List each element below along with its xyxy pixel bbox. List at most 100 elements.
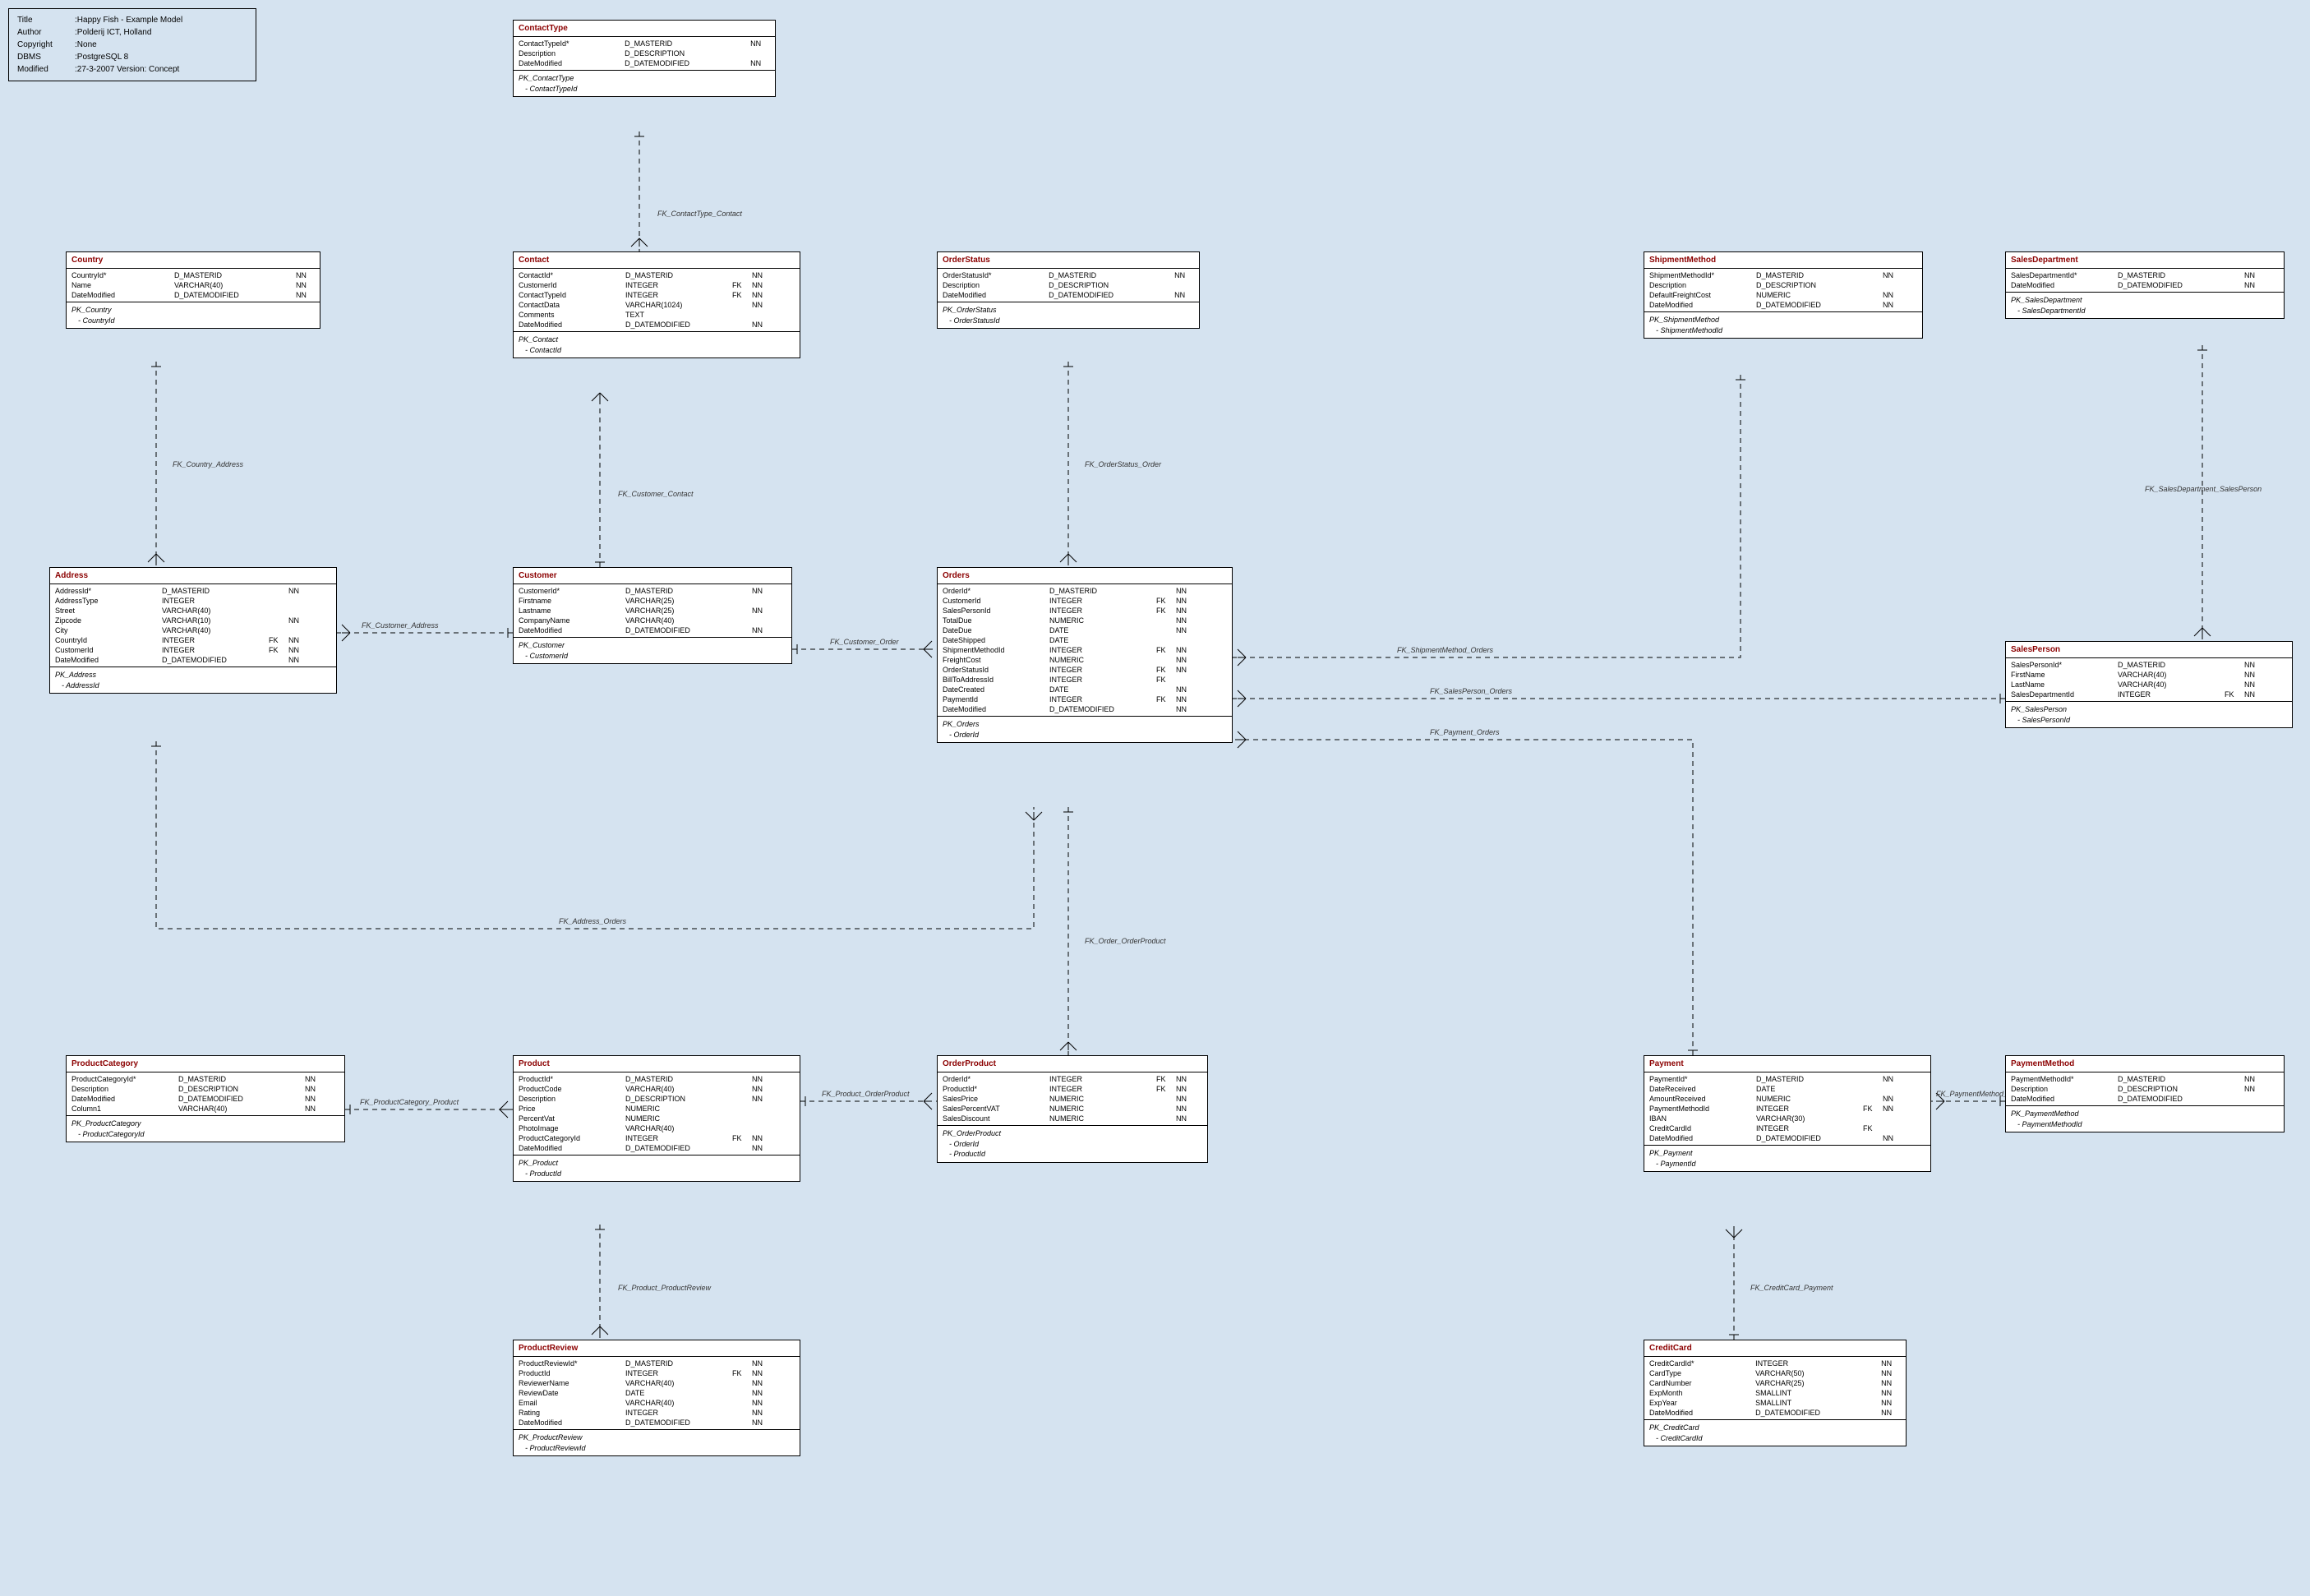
- column-type: VARCHAR(40): [162, 626, 269, 634]
- column-type: VARCHAR(1024): [625, 301, 732, 309]
- column-type: NUMERIC: [625, 1105, 732, 1113]
- column-nn: NN: [1176, 1095, 1196, 1103]
- column-type: D_MASTERID: [2118, 271, 2225, 279]
- column-fk: [1156, 1095, 1176, 1103]
- column-type: TEXT: [625, 311, 732, 319]
- entity-column-row: ProductId*INTEGERFKNN: [938, 1084, 1207, 1094]
- entity-column-row: FreightCostNUMERICNN: [938, 655, 1232, 665]
- column-nn: NN: [1881, 1389, 1901, 1397]
- column-type: VARCHAR(40): [2118, 680, 2225, 689]
- column-type: D_DESCRIPTION: [1049, 281, 1155, 289]
- column-name: Description: [2011, 1085, 2118, 1093]
- column-nn: [1174, 281, 1194, 289]
- column-nn: NN: [2244, 281, 2264, 289]
- entity-productreview[interactable]: ProductReviewProductReviewId*D_MASTERIDN…: [513, 1340, 800, 1456]
- column-name: DateModified: [519, 59, 625, 67]
- entity-productcategory[interactable]: ProductCategoryProductCategoryId*D_MASTE…: [66, 1055, 345, 1142]
- column-type: D_DESCRIPTION: [625, 49, 731, 58]
- column-fk: [2225, 671, 2244, 679]
- column-type: D_MASTERID: [178, 1075, 285, 1083]
- column-nn: NN: [1883, 291, 1902, 299]
- entity-paymentmethod[interactable]: PaymentMethodPaymentMethodId*D_MASTERIDN…: [2005, 1055, 2285, 1132]
- column-type: D_MASTERID: [2118, 661, 2225, 669]
- column-fk: [1861, 1389, 1881, 1397]
- entity-customer[interactable]: CustomerCustomerId*D_MASTERIDNNFirstname…: [513, 567, 792, 664]
- column-fk: FK: [1156, 1085, 1176, 1093]
- column-name: Description: [519, 1095, 625, 1103]
- column-nn: NN: [752, 271, 772, 279]
- entity-column-row: PaymentId*D_MASTERIDNN: [1644, 1074, 1930, 1084]
- entity-product[interactable]: ProductProductId*D_MASTERIDNNProductCode…: [513, 1055, 800, 1182]
- column-fk: [732, 311, 752, 319]
- column-nn: NN: [752, 607, 772, 615]
- column-nn: NN: [1176, 705, 1196, 713]
- entity-pk: PK_Payment- PaymentId: [1644, 1145, 1930, 1171]
- entity-creditcard[interactable]: CreditCardCreditCardId*INTEGERNNCardType…: [1644, 1340, 1907, 1446]
- entity-salesdepartment[interactable]: SalesDepartmentSalesDepartmentId*D_MASTE…: [2005, 251, 2285, 319]
- entity-salesperson[interactable]: SalesPersonSalesPersonId*D_MASTERIDNNFir…: [2005, 641, 2293, 728]
- entity-column-row: AddressId*D_MASTERIDNN: [50, 586, 336, 596]
- column-name: DateModified: [519, 626, 625, 634]
- entity-column-row: ContactId*D_MASTERIDNN: [514, 270, 800, 280]
- column-fk: [1156, 1105, 1176, 1113]
- column-fk: FK: [1156, 607, 1176, 615]
- column-type: NUMERIC: [1049, 1105, 1156, 1113]
- column-name: TotalDue: [943, 616, 1049, 625]
- column-fk: FK: [1863, 1105, 1883, 1113]
- column-type: D_DATEMODIFIED: [625, 626, 732, 634]
- column-nn: NN: [1883, 1134, 1902, 1142]
- column-nn: NN: [1174, 291, 1194, 299]
- column-fk: [1156, 587, 1176, 595]
- column-name: ContactTypeId: [519, 291, 625, 299]
- entity-orderstatus[interactable]: OrderStatusOrderStatusId*D_MASTERIDNNDes…: [937, 251, 1200, 329]
- entity-column-row: PaymentMethodId*D_MASTERIDNN: [2006, 1074, 2284, 1084]
- relationship-line: [156, 741, 1034, 929]
- column-type: VARCHAR(40): [625, 1085, 732, 1093]
- entity-column-row: ProductIdINTEGERFKNN: [514, 1368, 800, 1378]
- relationship-line: [1233, 740, 1693, 1055]
- column-fk: [732, 1144, 752, 1152]
- entity-column-row: DescriptionD_DESCRIPTIONNN: [67, 1084, 344, 1094]
- column-nn: NN: [752, 1379, 772, 1387]
- column-name: Description: [71, 1085, 178, 1093]
- column-type: INTEGER: [625, 1134, 732, 1142]
- column-nn: NN: [752, 587, 772, 595]
- column-fk: [732, 1389, 752, 1397]
- entity-title: ProductReview: [514, 1340, 800, 1357]
- column-fk: [732, 597, 752, 605]
- column-name: SalesPercentVAT: [943, 1105, 1049, 1113]
- column-nn: NN: [288, 587, 308, 595]
- column-nn: NN: [2244, 271, 2264, 279]
- column-nn: NN: [2244, 661, 2264, 669]
- entity-contact[interactable]: ContactContactId*D_MASTERIDNNCustomerIdI…: [513, 251, 800, 358]
- column-nn: NN: [1176, 695, 1196, 703]
- entity-country[interactable]: CountryCountryId*D_MASTERIDNNNameVARCHAR…: [66, 251, 320, 329]
- entity-column-row: DateDueDATENN: [938, 625, 1232, 635]
- column-nn: NN: [1176, 1075, 1196, 1083]
- column-fk: [1156, 656, 1176, 664]
- entity-orders[interactable]: OrdersOrderId*D_MASTERIDNNCustomerIdINTE…: [937, 567, 1233, 743]
- entity-column-row: ReviewerNameVARCHAR(40)NN: [514, 1378, 800, 1388]
- column-type: INTEGER: [625, 1409, 732, 1417]
- entity-column-row: DateModifiedD_DATEMODIFIEDNN: [514, 320, 800, 330]
- entity-orderproduct[interactable]: OrderProductOrderId*INTEGERFKNNProductId…: [937, 1055, 1208, 1163]
- entity-contacttype[interactable]: ContactTypeContactTypeId*D_MASTERIDNNDes…: [513, 20, 776, 97]
- column-nn: NN: [752, 1085, 772, 1093]
- meta-copyright-value: None: [77, 39, 97, 51]
- relationship-label: FK_Customer_Contact: [618, 490, 694, 498]
- column-name: SalesDepartmentId: [2011, 690, 2118, 699]
- entity-pk: PK_ProductCategory- ProductCategoryId: [67, 1115, 344, 1142]
- column-nn: NN: [1176, 646, 1196, 654]
- entity-column-row: DateModifiedD_DATEMODIFIEDNN: [938, 704, 1232, 714]
- relationship-label: FK_ShipmentMethod_Orders: [1397, 646, 1493, 654]
- column-nn: NN: [288, 656, 308, 664]
- entity-column-row: OrderId*INTEGERFKNN: [938, 1074, 1207, 1084]
- entity-payment[interactable]: PaymentPaymentId*D_MASTERIDNNDateReceive…: [1644, 1055, 1931, 1172]
- column-fk: [2225, 271, 2244, 279]
- meta-box: Title: Happy Fish - Example Model Author…: [8, 8, 256, 81]
- entity-shipmentmethod[interactable]: ShipmentMethodShipmentMethodId*D_MASTERI…: [1644, 251, 1923, 339]
- column-fk: FK: [1156, 1075, 1176, 1083]
- column-nn: NN: [752, 1399, 772, 1407]
- column-fk: [2225, 1085, 2244, 1093]
- entity-address[interactable]: AddressAddressId*D_MASTERIDNNAddressType…: [49, 567, 337, 694]
